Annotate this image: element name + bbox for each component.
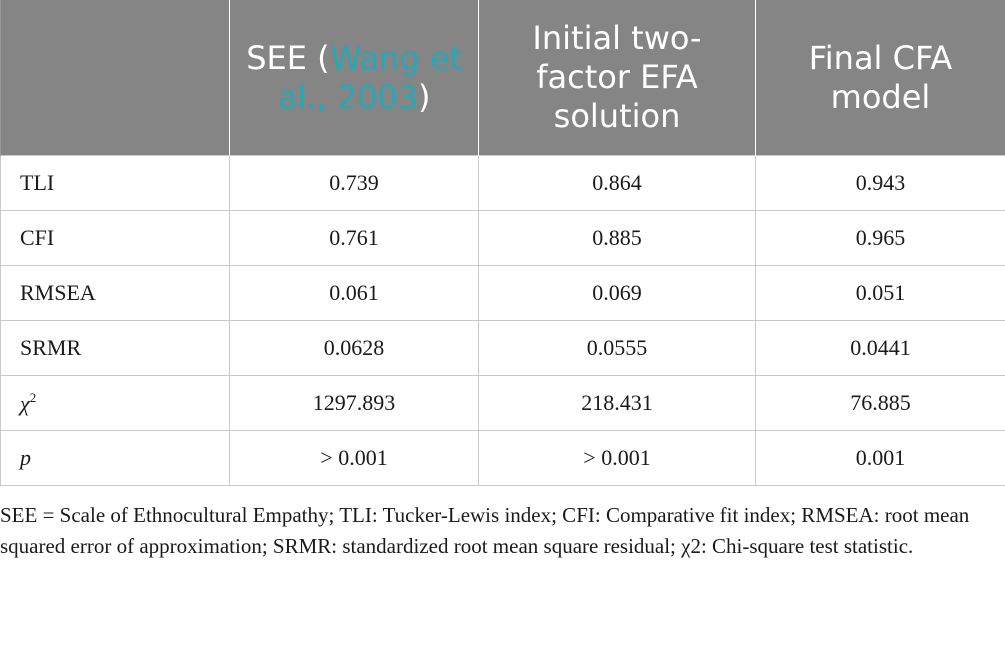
table-row-rmsea: RMSEA 0.061 0.069 0.051 [0, 265, 1005, 321]
cell-p-cfa: 0.001 [755, 430, 1005, 486]
table-footnote: SEE = Scale of Ethnocultural Empathy; TL… [0, 503, 970, 558]
cell-tli-efa: 0.864 [478, 155, 756, 211]
header-see-suffix: ) [417, 77, 431, 116]
chi-superscript: 2 [29, 389, 37, 405]
header-final-cfa: Final CFA model [755, 0, 1005, 156]
table-row-tli: TLI 0.739 0.864 0.943 [0, 155, 1005, 211]
cell-cfi-see: 0.761 [229, 210, 479, 266]
cell-rmsea-efa: 0.069 [478, 265, 756, 321]
cell-rmsea-see: 0.061 [229, 265, 479, 321]
cell-chi-cfa: 76.885 [755, 375, 1005, 431]
cell-p-efa: > 0.001 [478, 430, 756, 486]
cell-p-see: > 0.001 [229, 430, 479, 486]
header-row: SEE (Wang et al., 2003) Initial two-fact… [0, 0, 1005, 156]
cell-tli-cfa: 0.943 [755, 155, 1005, 211]
table-row-cfi: CFI 0.761 0.885 0.965 [0, 210, 1005, 266]
table-header: SEE (Wang et al., 2003) Initial two-fact… [0, 0, 1005, 156]
row-label-rmsea: RMSEA [0, 265, 230, 321]
cell-srmr-efa: 0.0555 [478, 320, 756, 376]
cell-chi-efa: 218.431 [478, 375, 756, 431]
table-row-chi-square: χ2 1297.893 218.431 76.885 [0, 375, 1005, 431]
citation-link-wang-2003[interactable]: Wang et al., 2003 [277, 38, 462, 116]
table-row-srmr: SRMR 0.0628 0.0555 0.0441 [0, 320, 1005, 376]
fit-indices-table-figure: SEE (Wang et al., 2003) Initial two-fact… [0, 0, 1005, 558]
row-label-srmr: SRMR [0, 320, 230, 376]
row-label-cfi: CFI [0, 210, 230, 266]
row-label-chi-square: χ2 [0, 375, 230, 431]
cell-cfi-cfa: 0.965 [755, 210, 1005, 266]
table-body: TLI 0.739 0.864 0.943 CFI 0.761 0.885 0.… [0, 155, 1005, 486]
header-initial-efa: Initial two-factor EFA solution [478, 0, 756, 156]
chi-symbol: χ [20, 390, 30, 416]
cell-tli-see: 0.739 [229, 155, 479, 211]
fit-indices-table: SEE (Wang et al., 2003) Initial two-fact… [0, 0, 1005, 486]
cell-chi-see: 1297.893 [229, 375, 479, 431]
cell-srmr-cfa: 0.0441 [755, 320, 1005, 376]
table-row-p: p > 0.001 > 0.001 0.001 [0, 430, 1005, 486]
row-label-tli: TLI [0, 155, 230, 211]
header-empty-cell [0, 0, 230, 156]
row-label-p: p [0, 430, 230, 486]
cell-srmr-see: 0.0628 [229, 320, 479, 376]
cell-cfi-efa: 0.885 [478, 210, 756, 266]
header-see-prefix: SEE ( [246, 38, 330, 77]
header-see: SEE (Wang et al., 2003) [229, 0, 479, 156]
cell-rmsea-cfa: 0.051 [755, 265, 1005, 321]
